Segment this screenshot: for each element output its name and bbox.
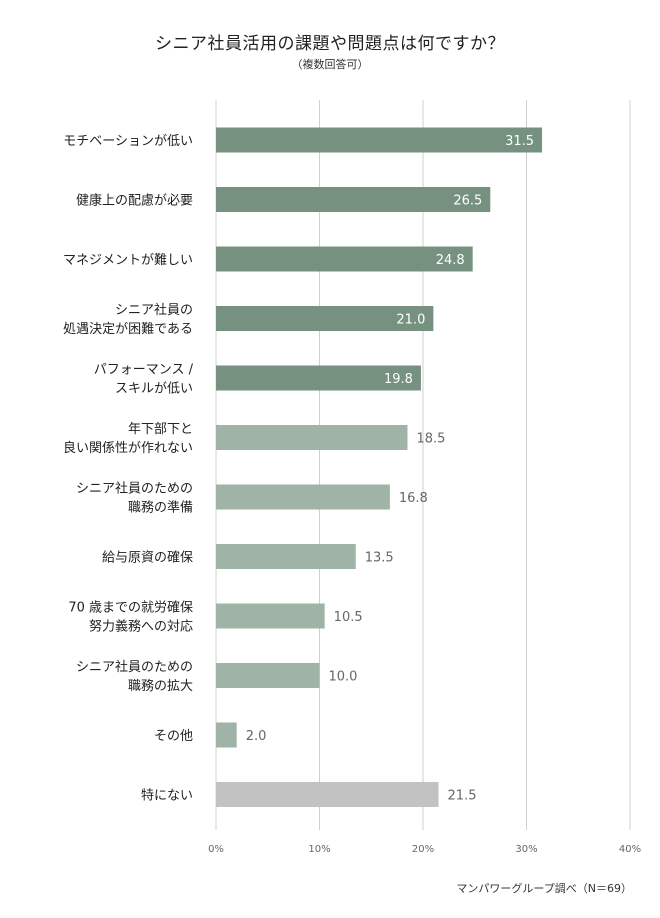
bar [216,782,439,807]
source-note: マンパワーグループ調べ（N＝69） [456,882,632,895]
category-label: 給与原資の確保 [102,550,193,566]
bar [216,127,543,153]
category-label: 特にない [141,789,193,804]
data-label: 19.8 [384,372,413,387]
category-label: モチベーションが低い [63,134,193,149]
bar [216,187,491,212]
category-label: シニア社員のための [76,659,193,675]
data-label: 10.5 [334,610,363,625]
category-label: その他 [154,729,193,744]
category-label: シニア社員の [115,302,193,318]
chart-subtitle: （複数回答可） [291,58,369,71]
category-label: スキルが低い [115,382,193,397]
x-tick-label: 10% [308,844,330,855]
data-label: 2.0 [246,729,267,744]
category-label: 職務の準備 [128,500,193,516]
data-label: 21.0 [396,313,425,328]
bar [216,246,473,272]
category-label: 70 歳までの就労確保 [68,600,193,616]
data-label: 26.5 [453,194,482,209]
bar [216,663,320,688]
category-label: シニア社員のための [76,481,193,497]
x-tick-label: 0% [208,844,224,855]
category-label: マネジメントが難しい [63,253,193,268]
data-label: 24.8 [436,253,465,268]
category-label: 努力義務への対応 [89,619,193,635]
category-label: 職務の拡大 [128,679,193,694]
bar [216,306,434,331]
data-label: 16.8 [399,491,428,506]
bar [216,365,421,391]
data-label: 18.5 [416,432,445,447]
bar [216,484,390,510]
data-label: 31.5 [505,134,534,149]
chart-title: シニア社員活用の課題や問題点は何ですか？ [155,34,505,54]
category-label: パフォーマンス / [94,363,194,378]
x-tick-label: 20% [412,844,434,855]
category-label: 健康上の配慮が必要 [76,193,193,209]
x-tick-label: 40% [619,844,641,855]
category-label: 処遇決定が困難である [63,322,193,337]
bar [216,603,325,629]
bar [216,544,356,569]
bar [216,722,237,748]
category-label: 年下部下と [128,422,193,437]
data-label: 13.5 [365,551,394,566]
data-label: 21.5 [448,789,477,804]
x-tick-label: 30% [515,844,537,855]
bar [216,425,408,450]
data-label: 10.0 [329,670,358,685]
category-label: 良い関係性が作れない [63,440,193,456]
